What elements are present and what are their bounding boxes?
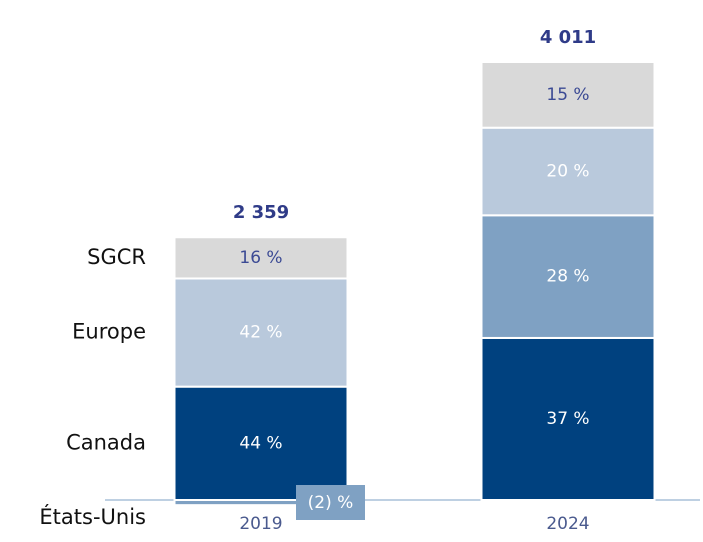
bar-segment <box>480 336 656 501</box>
legend-label: Europe <box>72 320 146 344</box>
bar-segment <box>480 126 656 217</box>
value-label: 15 % <box>546 85 589 105</box>
bar-segment <box>173 236 349 280</box>
value-label: 20 % <box>546 162 589 182</box>
value-label: (2) % <box>308 493 354 513</box>
total-label: 4 011 <box>540 27 596 48</box>
bar-segment <box>480 61 656 129</box>
total-label: 2 359 <box>233 202 289 223</box>
x-tick-label: 2024 <box>546 514 589 534</box>
x-tick-label: 2019 <box>239 514 282 534</box>
value-label: 28 % <box>546 267 589 287</box>
value-label: 42 % <box>239 323 282 343</box>
bar-segment <box>480 214 656 339</box>
legend-label: États-Unis <box>39 504 146 529</box>
value-label: 16 % <box>239 248 282 268</box>
legend-label: Canada <box>66 430 146 454</box>
label-box <box>296 485 365 520</box>
value-label: 44 % <box>239 433 282 453</box>
value-label: 37 % <box>546 409 589 429</box>
legend-label: SGCR <box>87 245 146 269</box>
